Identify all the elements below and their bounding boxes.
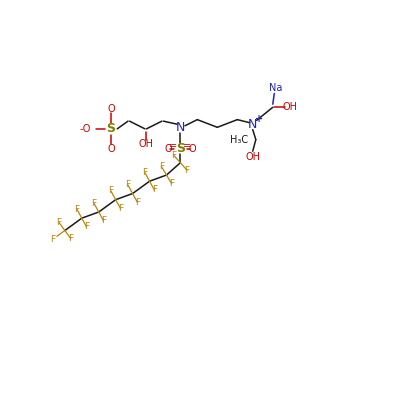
Text: OH: OH [139, 139, 154, 149]
Text: F: F [142, 168, 147, 177]
Text: N: N [176, 121, 185, 134]
Text: F: F [184, 166, 190, 175]
Text: F: F [91, 199, 96, 208]
Text: F: F [171, 151, 176, 160]
Text: F: F [159, 162, 164, 171]
Text: F: F [74, 205, 80, 214]
Text: S: S [106, 122, 116, 135]
Text: =: = [183, 142, 191, 152]
Text: F: F [50, 234, 56, 244]
Text: F: F [84, 222, 89, 232]
Text: O: O [107, 104, 115, 114]
Text: Na: Na [269, 83, 282, 93]
Text: H₃C: H₃C [230, 135, 248, 145]
Text: OH: OH [282, 102, 297, 112]
Text: F: F [152, 186, 157, 194]
Text: -O: -O [80, 124, 91, 134]
Text: O: O [107, 144, 115, 154]
Text: F: F [135, 198, 140, 207]
Text: N: N [248, 118, 258, 131]
Text: F: F [101, 216, 106, 225]
Text: O: O [164, 144, 172, 154]
Text: F: F [169, 179, 174, 188]
Text: F: F [108, 186, 114, 196]
Text: +: + [255, 114, 263, 124]
Text: OH: OH [245, 152, 260, 162]
Text: =: = [169, 142, 178, 152]
Text: F: F [118, 204, 123, 213]
Text: F: F [68, 234, 73, 243]
Text: F: F [56, 218, 62, 227]
Text: O: O [189, 144, 196, 154]
Text: F: F [125, 180, 130, 189]
Text: S: S [176, 142, 185, 155]
